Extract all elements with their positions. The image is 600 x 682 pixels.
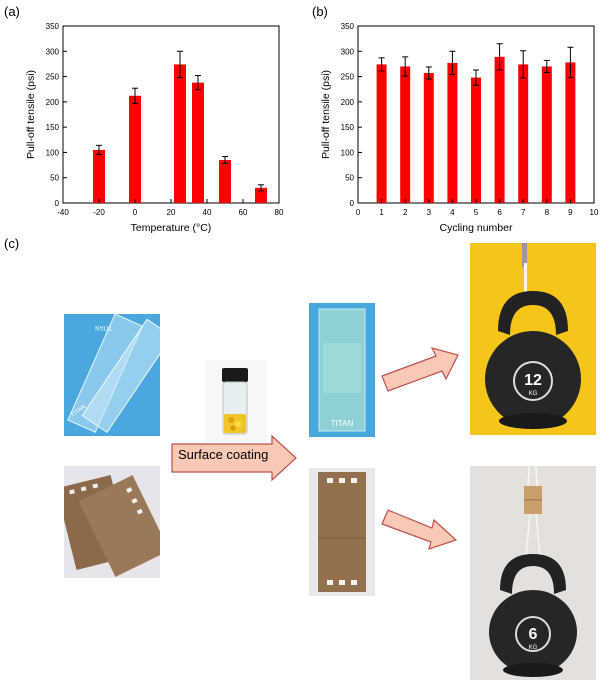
bonded-cardboard-photo	[309, 468, 375, 596]
y-tick-label: 150	[46, 123, 60, 132]
bar	[518, 64, 529, 203]
x-tick-label: -40	[57, 208, 69, 217]
bar	[447, 62, 458, 203]
glass-brand-label: TITAN	[95, 324, 112, 330]
bar	[565, 62, 576, 203]
coated-glass-photo: TITAN	[309, 303, 375, 437]
y-tick-label: 150	[341, 123, 355, 132]
kettlebell-12-number: 12	[524, 372, 542, 389]
y-tick-label: 200	[46, 98, 60, 107]
x-tick-label: -20	[93, 208, 105, 217]
x-tick-label: 2	[403, 208, 408, 217]
y-axis-label: Pull-off tensile (psi)	[320, 70, 332, 159]
x-tick-label: 6	[497, 208, 502, 217]
bar	[471, 77, 481, 203]
x-axis-label: Cycling number	[440, 222, 513, 234]
bar	[93, 149, 105, 203]
x-tick-label: 4	[450, 208, 455, 217]
x-tick-label: 20	[167, 208, 176, 217]
bar	[376, 64, 387, 203]
kettlebell-6-number: 6	[529, 626, 538, 643]
y-tick-label: 350	[341, 22, 355, 31]
chart-temperature: -40 -20 0 20 40 60 80 0 50 100 150 200 250 300 350 Temp…	[25, 22, 284, 234]
x-tick-label: 0	[133, 208, 138, 217]
bar	[400, 66, 411, 203]
y-tick-label: 50	[345, 174, 354, 183]
x-tick-label: 1	[379, 208, 384, 217]
x-tick-label: 40	[203, 208, 212, 217]
x-axis-label: Temperature (°C)	[131, 222, 212, 234]
panel-label-a: (a)	[4, 4, 20, 19]
x-tick-label: 10	[590, 208, 599, 217]
bar	[129, 95, 141, 203]
bar	[423, 73, 434, 203]
x-tick-label: 3	[427, 208, 432, 217]
kettlebell-6-unit: KG	[529, 645, 538, 651]
y-tick-label: 0	[55, 199, 60, 208]
bar	[541, 66, 552, 203]
y-axis-label: Pull-off tensile (psi)	[25, 70, 37, 159]
y-tick-label: 300	[341, 47, 355, 56]
cardboard-sheets-photo	[64, 466, 160, 578]
bar	[255, 187, 267, 203]
y-tick-label: 0	[350, 199, 355, 208]
y-tick-label: 50	[50, 174, 59, 183]
coating-vial-photo	[204, 360, 266, 442]
coated-glass-label: TITAN	[331, 419, 354, 428]
bar	[174, 64, 186, 203]
y-tick-label: 250	[46, 73, 60, 82]
y-tick-label: 250	[341, 73, 355, 82]
bar	[219, 160, 231, 203]
y-tick-label: 350	[46, 22, 60, 31]
panel-label-b: (b)	[312, 4, 328, 19]
panel-label-c: (c)	[4, 236, 20, 251]
surface-coating-label: Surface coating	[178, 447, 269, 462]
y-tick-label: 300	[46, 47, 60, 56]
x-tick-label: 7	[521, 208, 526, 217]
glass-slides-photo: TITAN TITAN	[64, 314, 160, 436]
cardboard-to-weight-arrow	[381, 509, 458, 550]
chart-cycling: 0 1 2 3 4 5 6 7 8 9 10050100150200250300350Cycling…	[320, 22, 599, 234]
bar	[192, 82, 204, 203]
x-tick-label: 5	[474, 208, 479, 217]
y-tick-label: 200	[341, 98, 355, 107]
kettlebell-12-unit: KG	[529, 391, 538, 397]
x-tick-label: 80	[275, 208, 284, 217]
kettlebell-6kg-photo: 6 KG	[470, 466, 596, 680]
x-tick-label: 8	[545, 208, 550, 217]
y-tick-label: 100	[341, 148, 355, 157]
kettlebell-12kg-photo: 12 KG	[470, 243, 596, 435]
x-tick-label: 0	[356, 208, 361, 217]
x-tick-label: 60	[239, 208, 248, 217]
x-tick-label: 9	[568, 208, 573, 217]
y-tick-label: 100	[46, 148, 60, 157]
bar	[494, 56, 505, 203]
glass-to-weight-arrow	[381, 347, 459, 392]
